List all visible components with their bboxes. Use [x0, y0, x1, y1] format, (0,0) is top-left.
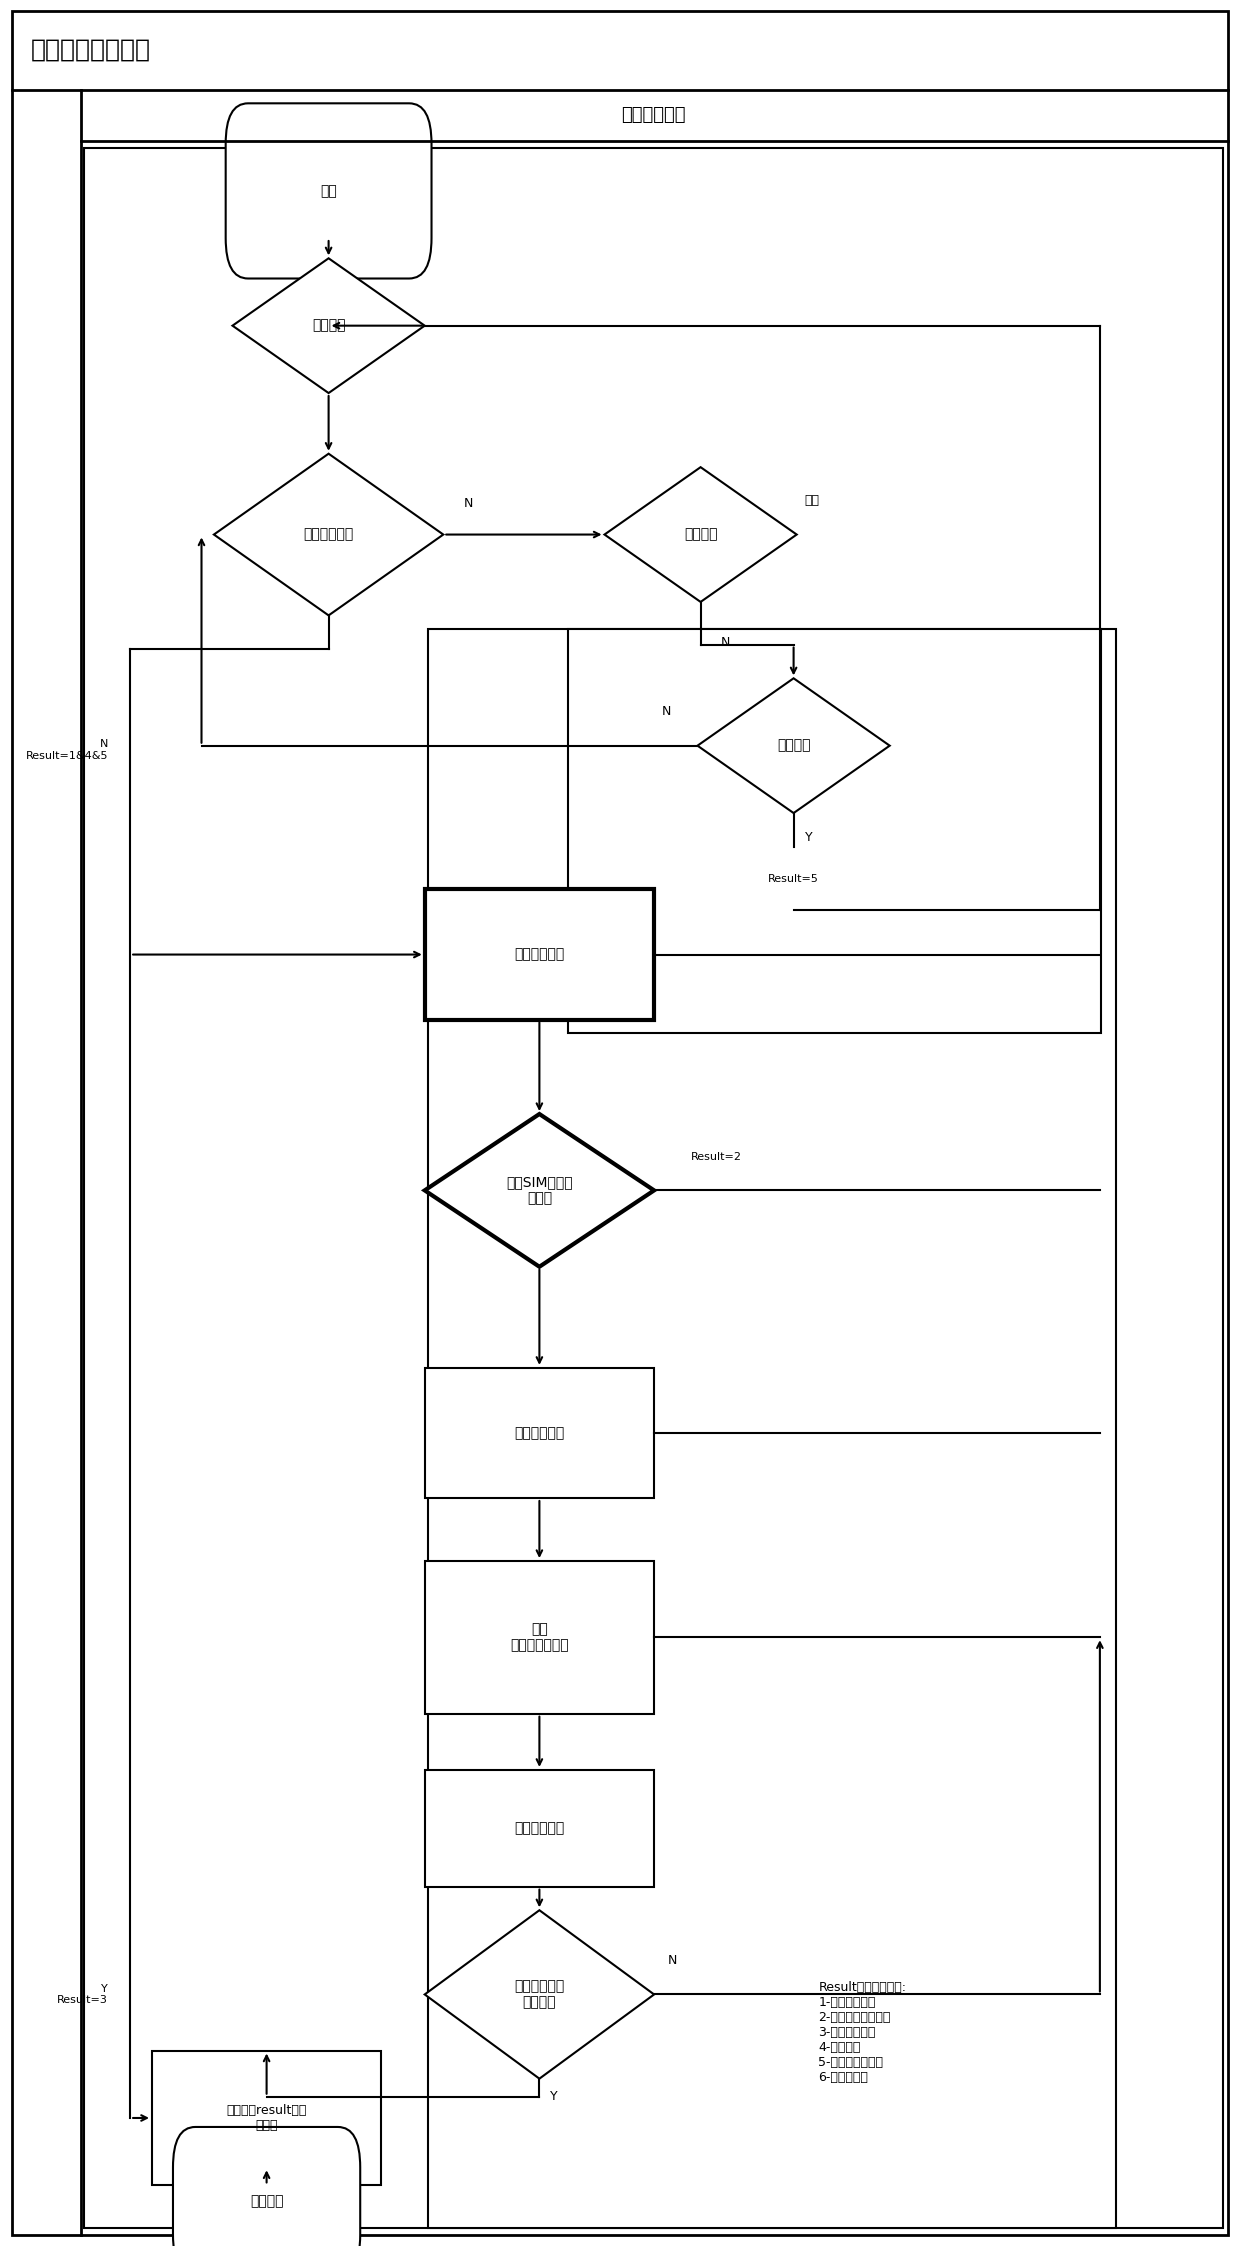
Text: N: N — [720, 636, 730, 649]
Text: Y: Y — [805, 831, 812, 844]
Text: 是否做完所有
检查项目: 是否做完所有 检查项目 — [515, 1979, 564, 2010]
Text: N: N — [464, 496, 472, 510]
Polygon shape — [604, 467, 796, 602]
Text: Result=5: Result=5 — [768, 874, 820, 883]
Polygon shape — [697, 678, 890, 813]
Text: N: N — [668, 1954, 677, 1967]
Bar — [568, 629, 1101, 1033]
Text: 确认故障: 确认故障 — [776, 739, 811, 752]
Text: Result=2: Result=2 — [692, 1152, 743, 1161]
Text: 调试结束: 调试结束 — [249, 2194, 284, 2208]
Text: 反馈结果result与处
理过程: 反馈结果result与处 理过程 — [227, 2105, 306, 2131]
Text: Y: Y — [551, 2089, 558, 2102]
Bar — [424, 889, 655, 1020]
Bar — [151, 2051, 382, 2185]
Text: N: N — [662, 705, 671, 719]
Text: 处处SIM卡与通
信信号: 处处SIM卡与通 信信号 — [506, 1175, 573, 1206]
Polygon shape — [424, 1114, 655, 1267]
Text: 正常: 正常 — [804, 494, 820, 508]
Bar — [428, 629, 1116, 2228]
Bar — [424, 1368, 655, 1498]
Text: 开始: 开始 — [320, 184, 337, 198]
FancyBboxPatch shape — [174, 2127, 360, 2246]
Text: 查处通信参数: 查处通信参数 — [515, 1426, 564, 1440]
Text: N
Result=1&4&5: N Result=1&4&5 — [25, 739, 108, 761]
Text: 信息核对: 信息核对 — [311, 319, 346, 332]
Polygon shape — [215, 454, 444, 615]
Text: 请求
主站与终端通信: 请求 主站与终端通信 — [510, 1622, 569, 1653]
Text: 现场处理流程: 现场处理流程 — [621, 106, 686, 124]
Text: Y
Result=3: Y Result=3 — [57, 1983, 108, 2006]
Text: 通信是否成功: 通信是否成功 — [304, 528, 353, 541]
Text: 人工确定故障: 人工确定故障 — [515, 1822, 564, 1835]
Text: 终端与主站无通信: 终端与主站无通信 — [31, 38, 151, 61]
FancyBboxPatch shape — [226, 103, 432, 279]
Text: 自规检查: 自规检查 — [683, 528, 718, 541]
Polygon shape — [424, 1909, 655, 2080]
Text: Result反馈结果说明:
1-疑难问题处理
2-公网信号问题处理
3-处理结果校验
4-档案史正
5-更换终端子流程
6-更换电能表: Result反馈结果说明: 1-疑难问题处理 2-公网信号问题处理 3-处理结果… — [818, 1981, 906, 2084]
Text: 查处通信模块: 查处通信模块 — [515, 948, 564, 961]
Bar — [424, 1770, 655, 1887]
Polygon shape — [233, 258, 424, 393]
Bar — [424, 1561, 655, 1714]
